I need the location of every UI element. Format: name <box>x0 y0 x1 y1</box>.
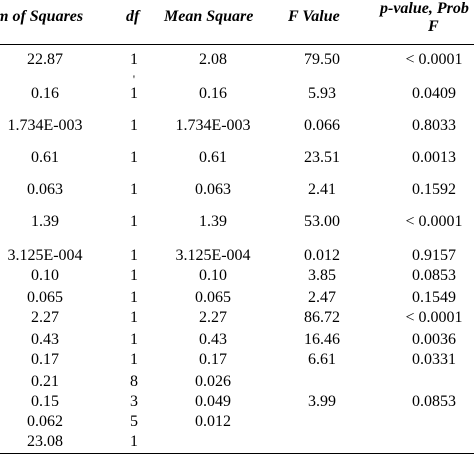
mean-square-cell: 1.39 <box>199 213 227 230</box>
f-value-cell: 16.46 <box>304 331 340 348</box>
f-value-cell: 79.50 <box>304 51 340 68</box>
df-cell: 1 <box>130 351 138 368</box>
f-value-cell: 3.85 <box>308 267 336 284</box>
bottom-rule <box>0 453 474 454</box>
mean-square-cell: 1.734E-003 <box>175 117 251 134</box>
mean-square-cell: 2.08 <box>199 51 227 68</box>
mean-square-cell: 3.125E-004 <box>175 247 251 264</box>
df-cell: 1 <box>130 267 138 284</box>
header-p-value-line2: F <box>428 18 439 35</box>
f-value-cell: 3.99 <box>308 393 336 410</box>
sum-of-squares-cell: 0.10 <box>31 267 59 284</box>
p-value-cell: 0.0331 <box>412 351 456 368</box>
header-sum-of-squares: m of Squares <box>0 8 84 25</box>
p-value-cell: < 0.0001 <box>405 51 463 68</box>
p-value-cell: 0.9157 <box>412 247 456 264</box>
header-df: df <box>126 8 140 25</box>
p-value-cell: 0.0013 <box>412 149 456 166</box>
f-value-cell: 2.41 <box>308 181 336 198</box>
sum-of-squares-cell: 0.43 <box>31 331 59 348</box>
df-cell: 1 <box>130 51 138 68</box>
f-value-cell: 23.51 <box>304 149 340 166</box>
f-value-cell: 6.61 <box>308 351 336 368</box>
df-cell: 5 <box>130 413 138 430</box>
f-value-cell: 53.00 <box>304 213 340 230</box>
df-cell: 1 <box>130 181 138 198</box>
sum-of-squares-cell: 0.17 <box>31 351 59 368</box>
sum-of-squares-cell: 0.15 <box>31 393 59 410</box>
p-value-cell: 0.1549 <box>412 289 456 306</box>
mean-square-cell: 0.065 <box>195 289 231 306</box>
p-value-cell: 0.1592 <box>412 181 456 198</box>
f-value-cell: 0.066 <box>304 117 340 134</box>
mean-square-cell: 0.16 <box>199 85 227 102</box>
sum-of-squares-cell: 2.27 <box>31 309 59 326</box>
sum-of-squares-cell: 0.063 <box>27 181 63 198</box>
df-cell: 1 <box>130 309 138 326</box>
f-value-cell: 2.47 <box>308 289 336 306</box>
mean-square-cell: 0.10 <box>199 267 227 284</box>
df-cell: 1 <box>130 213 138 230</box>
p-value-cell: 0.0036 <box>412 331 456 348</box>
df-cell: 1 <box>130 247 138 264</box>
sum-of-squares-cell: 22.87 <box>27 51 63 68</box>
header-rule <box>0 44 474 45</box>
header-f-value: F Value <box>288 8 340 25</box>
p-value-cell: 0.8033 <box>412 117 456 134</box>
p-value-cell: 0.0853 <box>412 393 456 410</box>
df-cell: 1 <box>130 289 138 306</box>
sum-of-squares-cell: 0.062 <box>27 413 63 430</box>
sum-of-squares-cell: 3.125E-004 <box>7 247 83 264</box>
mean-square-cell: 0.063 <box>195 181 231 198</box>
sum-of-squares-cell: 23.08 <box>27 433 63 450</box>
df-cell: 1 <box>130 433 138 450</box>
mean-square-cell: 0.43 <box>199 331 227 348</box>
mean-square-cell: 0.17 <box>199 351 227 368</box>
sum-of-squares-cell: 1.734E-003 <box>7 117 83 134</box>
p-value-cell: 0.0853 <box>412 267 456 284</box>
df-cell: 8 <box>130 373 138 390</box>
sum-of-squares-cell: 0.21 <box>31 373 59 390</box>
mean-square-cell: 2.27 <box>199 309 227 326</box>
df-cell: 1 <box>130 117 138 134</box>
mean-square-cell: 0.049 <box>195 393 231 410</box>
header-mean-square: Mean Square <box>164 8 254 25</box>
df-tick-mark: ' <box>132 72 136 86</box>
df-cell: 1 <box>130 85 138 102</box>
header-p-value-line1: p-value, Prob <box>380 0 469 17</box>
sum-of-squares-cell: 0.065 <box>27 289 63 306</box>
df-cell: 1 <box>130 331 138 348</box>
mean-square-cell: 0.61 <box>199 149 227 166</box>
f-value-cell: 86.72 <box>304 309 340 326</box>
sum-of-squares-cell: 0.61 <box>31 149 59 166</box>
p-value-cell: < 0.0001 <box>405 213 463 230</box>
sum-of-squares-cell: 0.16 <box>31 85 59 102</box>
df-cell: 3 <box>130 393 138 410</box>
f-value-cell: 0.012 <box>304 247 340 264</box>
p-value-cell: < 0.0001 <box>405 309 463 326</box>
df-cell: 1 <box>130 149 138 166</box>
f-value-cell: 5.93 <box>308 85 336 102</box>
mean-square-cell: 0.012 <box>195 413 231 430</box>
p-value-cell: 0.0409 <box>412 85 456 102</box>
mean-square-cell: 0.026 <box>195 373 231 390</box>
sum-of-squares-cell: 1.39 <box>31 213 59 230</box>
